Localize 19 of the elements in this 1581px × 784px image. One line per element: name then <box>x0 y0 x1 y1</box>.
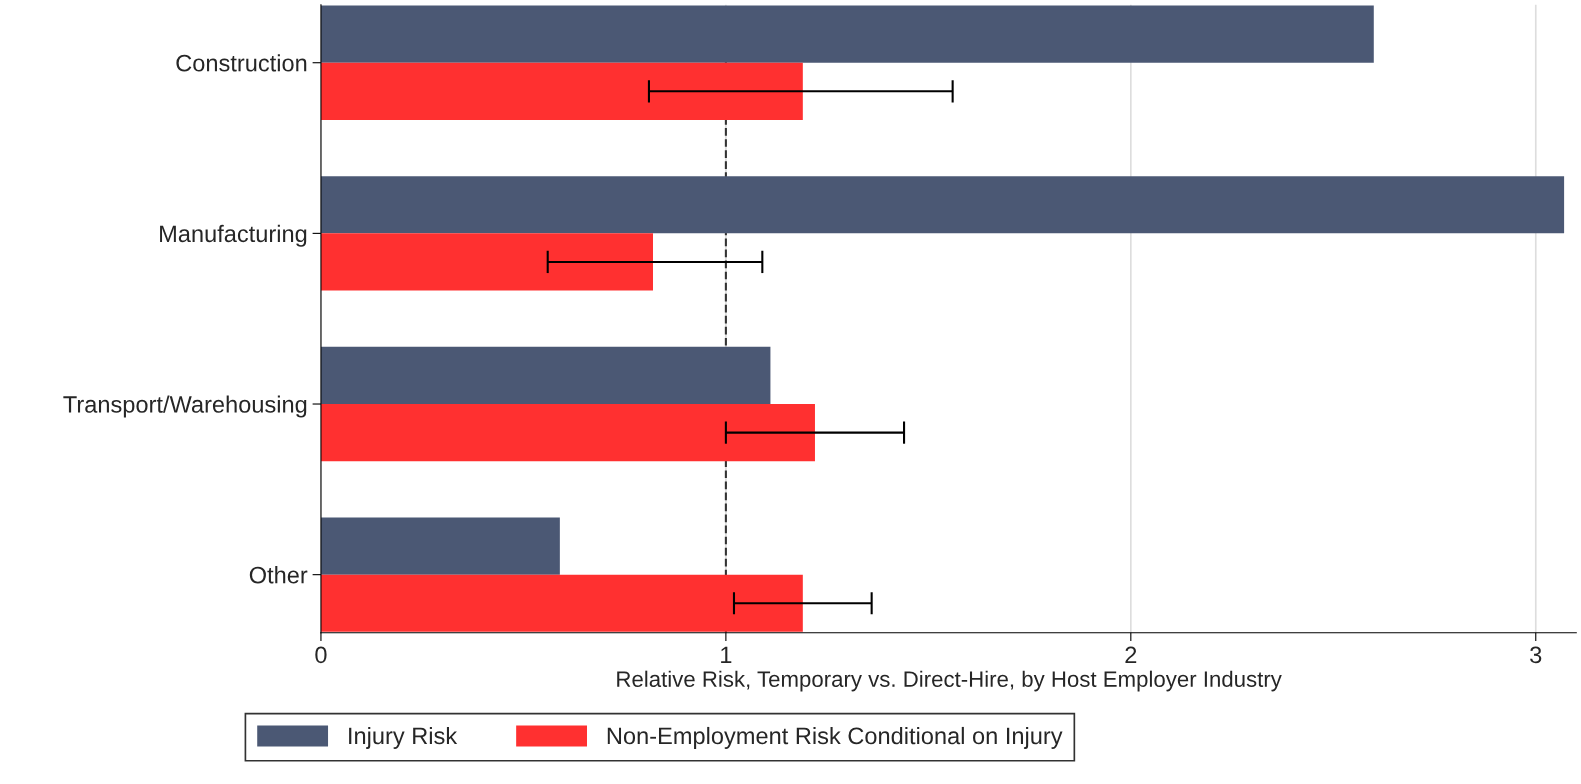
bar <box>320 5 1374 63</box>
bar <box>320 517 560 575</box>
y-tick-label: Construction <box>176 54 307 72</box>
x-tick-label: 3 <box>1530 646 1542 664</box>
bar <box>320 404 815 462</box>
legend-label: Non-Employment Risk Conditional on Injury <box>607 726 1063 749</box>
bar <box>320 346 771 405</box>
y-tick-label: Manufacturing <box>160 224 307 247</box>
x-tick-label: 1 <box>721 646 732 663</box>
bar <box>320 176 1565 234</box>
bar <box>320 574 803 632</box>
x-tick-label: 2 <box>1125 646 1137 663</box>
x-tick-label: 0 <box>315 646 327 664</box>
bar <box>320 62 803 120</box>
legend-label: Injury Risk <box>349 726 458 749</box>
x-axis-title: Relative Risk, Temporary vs. Direct-Hire, by Host Employer Industry <box>617 670 1282 692</box>
bar <box>320 233 653 291</box>
y-tick-label: Other <box>249 566 308 584</box>
y-tick-label: Transport/Warehousing <box>63 395 307 418</box>
